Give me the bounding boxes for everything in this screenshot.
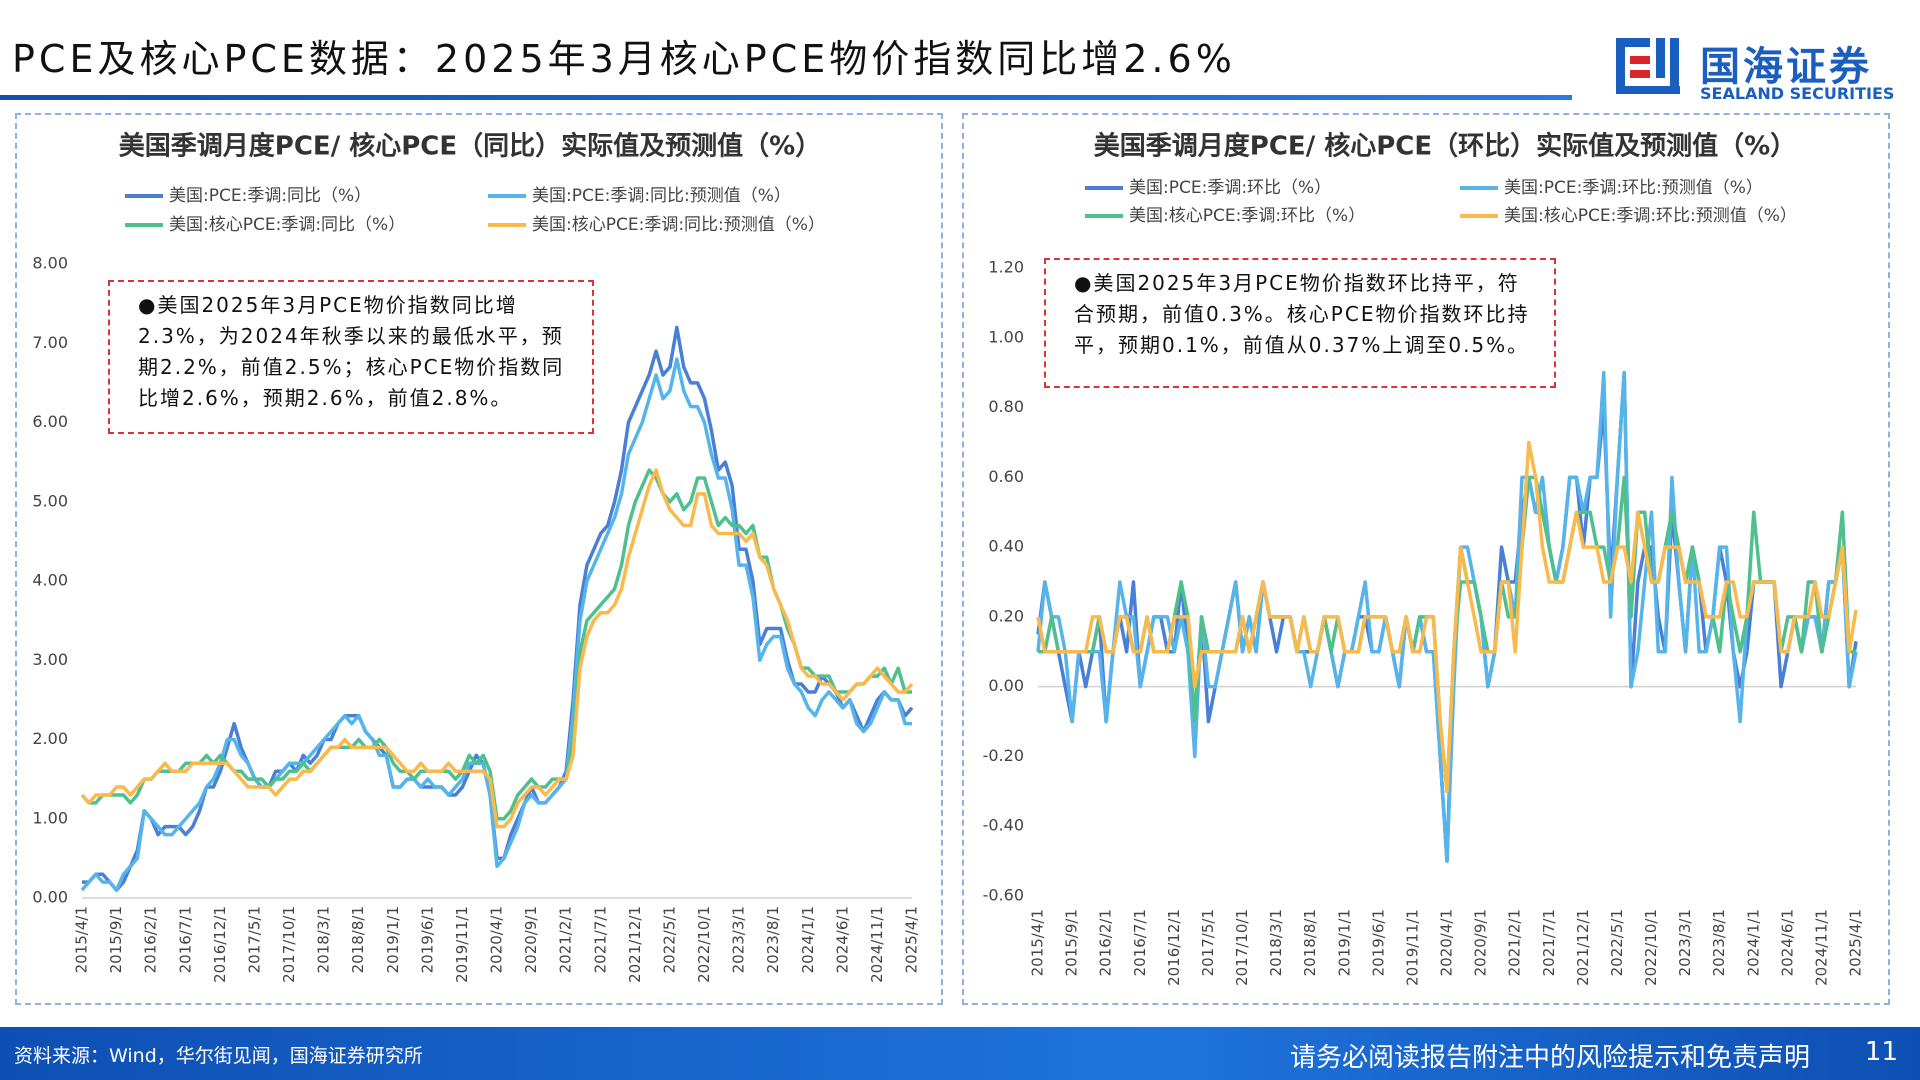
y-tick-label: 6.00: [32, 412, 68, 431]
x-tick-label: 2019/1/1: [384, 906, 402, 973]
x-tick-label: 2024/11/1: [1812, 909, 1830, 986]
legend-label: 美国:PCE:季调:同比:预测值（%）: [532, 186, 791, 206]
y-tick-label: 5.00: [32, 491, 68, 510]
footer-bar: 资料来源：Wind，华尔街见闻，国海证券研究所 请务必阅读报告附注中的风险提示和…: [0, 1027, 1920, 1080]
chart-panel: [15, 113, 943, 1005]
legend-label: 美国:PCE:季调:环比（%）: [1129, 178, 1331, 198]
chart-panel: [962, 113, 1890, 1005]
y-tick-label: -0.20: [983, 746, 1024, 765]
x-tick-label: 2022/5/1: [1608, 909, 1626, 976]
data-line: [80, 468, 914, 829]
legend-label: 美国:核心PCE:季调:同比:预测值（%）: [532, 215, 825, 235]
y-tick-label: 0.00: [32, 888, 68, 907]
y-tick-label: -0.40: [983, 816, 1024, 835]
legend-label: 美国:核心PCE:季调:环比（%）: [1129, 206, 1365, 226]
x-tick-label: 2016/12/1: [1165, 909, 1183, 986]
y-tick-label: 3.00: [32, 650, 68, 669]
x-tick-label: 2018/8/1: [349, 906, 367, 973]
x-tick-label: 2025/4/1: [903, 906, 921, 973]
x-tick-label: 2017/10/1: [1233, 909, 1251, 986]
x-tick-label: 2019/6/1: [1369, 909, 1387, 976]
x-tick-label: 2022/10/1: [1642, 909, 1660, 986]
title-rule: [0, 95, 1572, 100]
y-tick-label: 8.00: [32, 254, 68, 273]
x-tick-label: 2021/2/1: [557, 906, 575, 973]
legend-label: 美国:PCE:季调:环比:预测值（%）: [1504, 178, 1763, 198]
x-tick-label: 2023/3/1: [1676, 909, 1694, 976]
x-tick-label: 2021/12/1: [626, 906, 644, 983]
legend-label: 美国:PCE:季调:同比（%）: [169, 186, 371, 206]
y-tick-label: 1.00: [988, 327, 1024, 346]
x-tick-label: 2016/12/1: [211, 906, 229, 983]
y-tick-label: 0.40: [988, 537, 1024, 556]
x-tick-label: 2019/11/1: [453, 906, 471, 983]
y-tick-label: -0.60: [983, 886, 1024, 905]
legend-label: 美国:核心PCE:季调:环比:预测值（%）: [1504, 206, 1797, 226]
y-tick-label: 2.00: [32, 729, 68, 748]
x-tick-label: 2017/10/1: [280, 906, 298, 983]
y-tick-label: 0.60: [988, 467, 1024, 486]
x-tick-label: 2015/4/1: [1029, 909, 1047, 976]
x-tick-label: 2023/8/1: [1710, 909, 1728, 976]
x-tick-label: 2015/4/1: [73, 906, 91, 973]
y-tick-label: 7.00: [32, 333, 68, 352]
y-tick-label: 1.00: [32, 808, 68, 827]
x-tick-label: 2015/9/1: [107, 906, 125, 973]
x-tick-label: 2021/7/1: [591, 906, 609, 973]
legend-label: 美国:核心PCE:季调:同比（%）: [169, 215, 405, 235]
x-tick-label: 2025/4/1: [1847, 909, 1865, 976]
x-tick-label: 2018/3/1: [1267, 909, 1285, 976]
data-line: [1036, 440, 1858, 794]
data-line: [1036, 370, 1858, 863]
x-tick-label: 2021/2/1: [1506, 909, 1524, 976]
disclaimer: 请务必阅读报告附注中的风险提示和免责声明: [1289, 1043, 1810, 1073]
x-tick-label: 2019/11/1: [1403, 909, 1421, 986]
x-tick-label: 2016/7/1: [1131, 909, 1149, 976]
x-tick-label: 2023/3/1: [730, 906, 748, 973]
x-tick-label: 2021/12/1: [1574, 909, 1592, 986]
y-tick-label: 1.20: [988, 258, 1024, 277]
x-tick-label: 2024/11/1: [868, 906, 886, 983]
x-tick-label: 2015/9/1: [1063, 909, 1081, 976]
x-tick-label: 2024/1/1: [799, 906, 817, 973]
x-tick-label: 2024/6/1: [833, 906, 851, 973]
logo-text: 国海证券: [1700, 44, 1872, 90]
x-tick-label: 2017/5/1: [1199, 909, 1217, 976]
page-number: 11: [1864, 1037, 1898, 1067]
x-tick-label: 2023/8/1: [764, 906, 782, 973]
logo-subtext: SEALAND SECURITIES: [1700, 84, 1895, 103]
x-tick-label: 2017/5/1: [245, 906, 263, 973]
x-tick-label: 2019/6/1: [418, 906, 436, 973]
y-tick-label: 0.20: [988, 606, 1024, 625]
data-line: [80, 468, 912, 821]
x-tick-label: 2016/2/1: [142, 906, 160, 973]
slide-title: PCE及核心PCE数据：2025年3月核心PCE物价指数同比增2.6%: [12, 37, 1236, 81]
y-tick-label: 0.00: [988, 676, 1024, 695]
x-tick-label: 2024/1/1: [1744, 909, 1762, 976]
x-tick-label: 2016/7/1: [176, 906, 194, 973]
x-tick-label: 2019/1/1: [1335, 909, 1353, 976]
x-tick-label: 2020/9/1: [1472, 909, 1490, 976]
logo-icon: [1616, 38, 1680, 94]
x-tick-label: 2024/6/1: [1778, 909, 1796, 976]
x-tick-label: 2020/9/1: [522, 906, 540, 973]
chart-title: 美国季调月度PCE/ 核心PCE（环比）实际值及预测值（%）: [1094, 131, 1796, 162]
x-tick-label: 2020/4/1: [1438, 909, 1456, 976]
chart-title: 美国季调月度PCE/ 核心PCE（同比）实际值及预测值（%）: [119, 131, 821, 162]
source-note: 资料来源：Wind，华尔街见闻，国海证券研究所: [14, 1045, 423, 1067]
y-tick-label: 4.00: [32, 571, 68, 590]
x-tick-label: 2021/7/1: [1540, 909, 1558, 976]
y-tick-label: 0.80: [988, 397, 1024, 416]
x-tick-label: 2022/10/1: [695, 906, 713, 983]
x-tick-label: 2016/2/1: [1097, 909, 1115, 976]
x-tick-label: 2018/3/1: [315, 906, 333, 973]
annotation: ●美国2025年3月PCE物价指数环比持平，符合预期，前值0.3%。核心PCE物…: [1044, 258, 1556, 388]
x-tick-label: 2018/8/1: [1301, 909, 1319, 976]
x-tick-label: 2022/5/1: [660, 906, 678, 973]
x-tick-label: 2020/4/1: [488, 906, 506, 973]
annotation: ●美国2025年3月PCE物价指数同比增2.3%，为2024年秋季以来的最低水平…: [108, 280, 594, 434]
